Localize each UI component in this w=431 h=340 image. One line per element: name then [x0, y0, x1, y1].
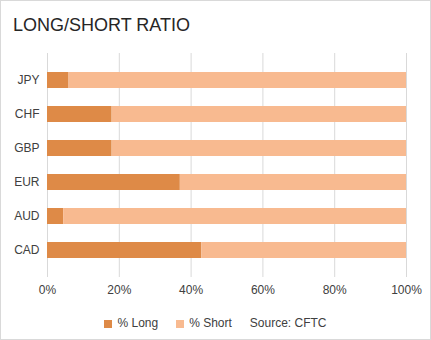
- html-text:Source: CFTC: Source: CFTC: [249, 316, 327, 330]
- html-text:LONG/SHORT RATIO: LONG/SHORT RATIO: [13, 15, 190, 35]
- svg-text:CHF: CHF: [15, 107, 40, 121]
- svg-text:80%: 80%: [323, 283, 347, 297]
- svg-text:100%: 100%: [391, 283, 422, 297]
- svg-text:JPY: JPY: [17, 73, 39, 87]
- svg-text:AUD: AUD: [14, 209, 40, 223]
- svg-text:GBP: GBP: [14, 141, 39, 155]
- svg-text:EUR: EUR: [14, 175, 40, 189]
- html-text:% Short: % Short: [189, 316, 232, 330]
- svg-text:40%: 40%: [179, 283, 203, 297]
- html-text:% Long: % Long: [117, 316, 159, 330]
- svg-text:0%: 0%: [39, 283, 57, 297]
- svg-text:60%: 60%: [251, 283, 275, 297]
- svg-text:20%: 20%: [107, 283, 131, 297]
- svg-text:CAD: CAD: [14, 243, 40, 257]
